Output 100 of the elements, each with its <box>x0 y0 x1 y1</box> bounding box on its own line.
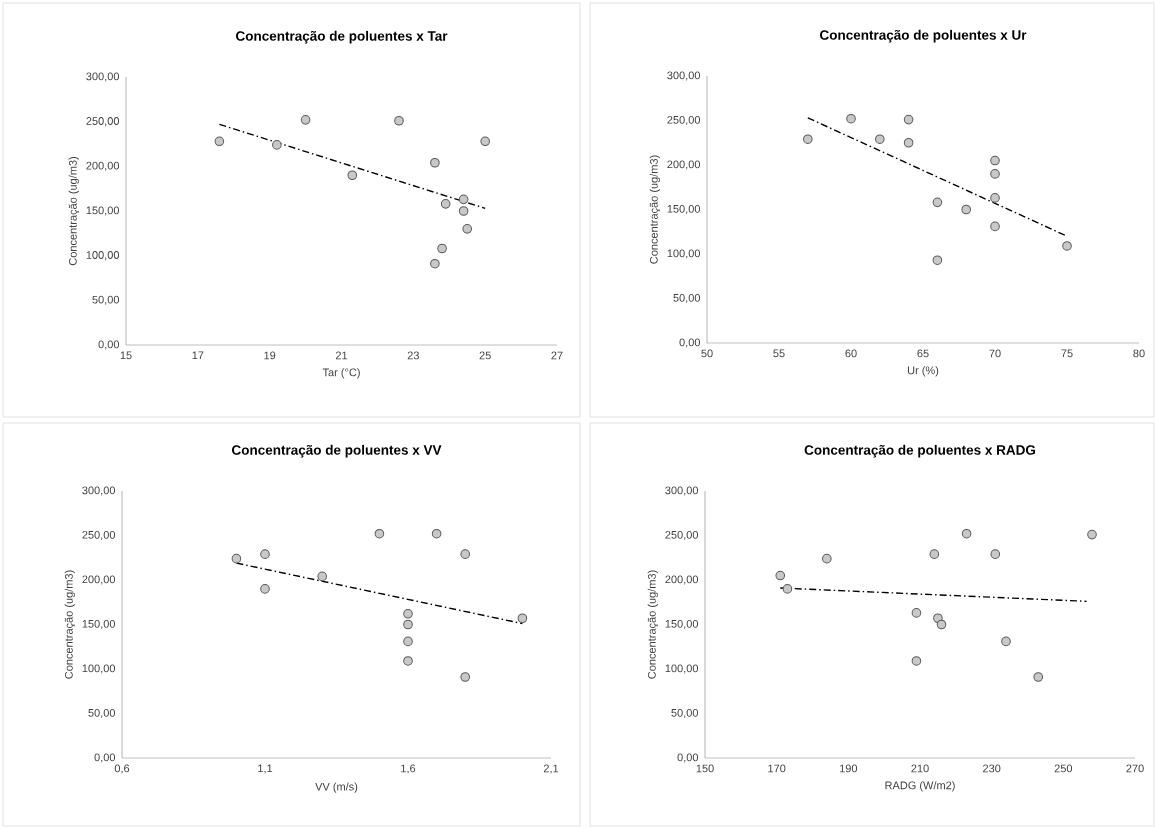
x-tick-label: 250 <box>1054 764 1073 773</box>
x-tick-label: 27 <box>551 351 563 360</box>
x-tick-label: 2,1 <box>543 764 559 774</box>
y-tick-label: 250,00 <box>665 530 699 541</box>
point <box>347 170 358 181</box>
point <box>990 221 1000 232</box>
y-tick-label: 50,00 <box>673 293 701 304</box>
x-tick-label: 0,6 <box>114 764 130 774</box>
y-tick-label: 150,00 <box>86 206 120 216</box>
y-axis-title: Concentração (ug/m3) <box>64 570 75 679</box>
point <box>990 155 1000 166</box>
point <box>431 528 442 539</box>
point <box>437 243 447 254</box>
x-tick-label: 1,1 <box>258 764 273 774</box>
y-tick-label: 300,00 <box>82 486 116 496</box>
point <box>260 549 270 559</box>
point <box>1087 529 1097 540</box>
point <box>911 656 922 666</box>
y-tick-label: 300,00 <box>86 72 120 82</box>
x-tick-label: 25 <box>479 351 491 360</box>
y-tick-label: 0,00 <box>94 753 116 763</box>
point <box>403 636 413 647</box>
point <box>903 114 914 125</box>
point <box>430 157 440 168</box>
point <box>961 528 972 539</box>
point <box>300 115 311 125</box>
point <box>822 553 832 564</box>
y-tick-label: 250,00 <box>86 117 120 127</box>
y-tick-label: 0,00 <box>679 338 701 348</box>
y-tick-label: 150,00 <box>667 204 701 215</box>
point <box>374 528 385 539</box>
point <box>782 584 793 594</box>
y-tick-label: 100,00 <box>665 664 699 674</box>
point <box>990 193 1000 203</box>
y-tick-label: 200,00 <box>665 575 699 585</box>
point <box>480 136 490 147</box>
x-tick-label: 60 <box>845 349 857 358</box>
x-tick-label: 50 <box>701 349 713 358</box>
x-tick-label: 150 <box>696 764 714 773</box>
point <box>317 571 327 582</box>
x-tick-label: 230 <box>983 764 1001 773</box>
y-tick-label: 100,00 <box>82 664 116 674</box>
x-tick-label: 65 <box>917 349 929 358</box>
x-tick-label: 1,6 <box>401 764 416 774</box>
chart-title: Concentração de poluentes x Ur <box>820 29 1027 43</box>
point <box>458 206 469 216</box>
y-tick-label: 300,00 <box>665 486 699 496</box>
chart-title: Concentração de poluentes x RADG <box>804 444 1036 458</box>
y-tick-label: 0,00 <box>98 340 120 350</box>
x-axis-title: Ur (%) <box>907 366 939 377</box>
point <box>403 656 413 666</box>
point <box>440 199 451 209</box>
y-tick-label: 200,00 <box>86 161 120 171</box>
point <box>1033 672 1044 682</box>
point <box>430 258 440 269</box>
x-tick-label: 170 <box>768 764 786 773</box>
y-tick-label: 0,00 <box>677 753 699 763</box>
y-tick-label: 100,00 <box>667 249 701 259</box>
y-tick-label: 250,00 <box>667 115 701 126</box>
point <box>990 549 1001 559</box>
y-axis-title: Concentração (ug/m3) <box>647 570 658 679</box>
point <box>936 619 947 630</box>
x-tick-label: 270 <box>1126 764 1144 773</box>
point <box>961 204 971 215</box>
x-axis-title: Tar (°C) <box>322 368 360 379</box>
point <box>394 115 404 126</box>
point <box>932 255 943 266</box>
y-tick-label: 200,00 <box>82 575 116 585</box>
point <box>460 672 470 682</box>
x-tick-label: 17 <box>192 351 204 360</box>
x-tick-label: 210 <box>911 764 929 773</box>
point <box>272 140 282 150</box>
point <box>403 609 413 619</box>
point <box>517 613 528 624</box>
x-tick-label: 55 <box>773 349 785 358</box>
point <box>875 134 885 144</box>
point <box>260 584 270 594</box>
y-axis-title: Concentração (ug/m3) <box>649 155 660 264</box>
point <box>214 136 225 147</box>
y-tick-label: 150,00 <box>82 619 116 630</box>
chart-title: Concentração de poluentes x VV <box>232 444 442 458</box>
y-tick-label: 150,00 <box>665 619 699 630</box>
y-tick-label: 250,00 <box>82 530 116 541</box>
point <box>1001 636 1011 647</box>
y-tick-label: 50,00 <box>88 708 116 719</box>
point <box>403 619 413 630</box>
point <box>932 197 943 208</box>
x-tick-label: 75 <box>1061 349 1073 358</box>
y-axis-title: Concentração (ug/m3) <box>68 156 79 266</box>
x-tick-label: 190 <box>839 764 858 773</box>
x-tick-label: 19 <box>264 351 276 360</box>
y-tick-label: 200,00 <box>667 160 701 170</box>
point <box>460 549 470 559</box>
y-tick-label: 50,00 <box>671 708 699 719</box>
x-tick-label: 23 <box>407 351 419 360</box>
x-tick-label: 70 <box>989 349 1001 358</box>
point <box>1062 241 1072 251</box>
x-axis-title: RADG (W/m2) <box>885 781 955 792</box>
point <box>990 169 1000 179</box>
y-tick-label: 100,00 <box>86 251 120 261</box>
